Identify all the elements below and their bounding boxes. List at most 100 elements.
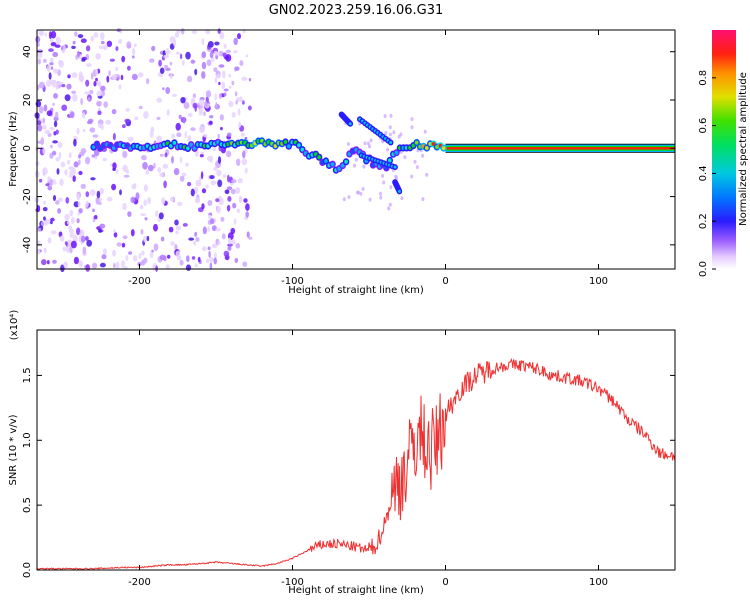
noise-speckle	[175, 51, 181, 55]
noise-speckle	[55, 111, 59, 119]
noise-speckle	[111, 183, 117, 191]
noise-speckle	[66, 221, 70, 225]
noise-speckle	[89, 189, 96, 196]
noise-speckle	[171, 156, 174, 164]
noise-speckle	[102, 157, 108, 162]
noise-speckle	[64, 241, 68, 246]
noise-speckle	[122, 150, 128, 158]
noise-speckle	[55, 82, 59, 90]
noise-speckle	[99, 187, 104, 195]
spectrogram-speckles	[34, 27, 429, 273]
noise-speckle	[43, 58, 47, 63]
noise-speckle	[81, 112, 86, 119]
noise-speckle	[388, 125, 392, 130]
noise-speckle	[111, 74, 118, 80]
noise-speckle	[42, 148, 46, 154]
noise-speckle	[201, 61, 207, 70]
noise-speckle	[161, 197, 166, 205]
noise-speckle	[98, 229, 103, 233]
noise-speckle	[194, 186, 199, 195]
noise-speckle	[140, 213, 146, 217]
noise-speckle	[216, 73, 221, 79]
spectrogram-ylabel: Frequency (Hz)	[8, 111, 19, 187]
noise-speckle	[236, 208, 241, 213]
noise-speckle	[218, 93, 222, 99]
noise-speckle	[163, 54, 170, 59]
noise-speckle	[227, 245, 232, 251]
noise-speckle	[125, 255, 129, 261]
noise-speckle	[413, 159, 417, 164]
ridge-blob-core	[394, 150, 399, 155]
noise-speckle	[155, 210, 159, 217]
noise-speckle	[85, 79, 90, 87]
noise-speckle	[187, 75, 193, 83]
ridge-blob-core	[324, 159, 328, 163]
noise-speckle	[38, 29, 44, 36]
noise-speckle	[85, 156, 91, 165]
noise-speckle	[113, 262, 116, 269]
noise-speckle	[206, 59, 212, 67]
noise-speckle	[57, 208, 61, 214]
noise-speckle	[101, 254, 107, 260]
noise-speckle	[194, 231, 198, 237]
noise-speckle	[48, 72, 52, 80]
noise-speckle	[242, 150, 246, 159]
noise-speckle	[186, 255, 190, 263]
noise-speckle	[149, 130, 154, 138]
noise-speckle	[209, 175, 215, 180]
noise-speckle	[44, 32, 47, 37]
colorbar-tick-label: 0.2	[698, 213, 709, 229]
noise-speckle	[233, 218, 237, 225]
noise-speckle	[218, 197, 224, 206]
noise-speckle	[112, 249, 116, 257]
noise-speckle	[85, 191, 90, 198]
noise-speckle	[362, 164, 366, 169]
noise-speckle	[223, 92, 227, 97]
noise-speckle	[237, 108, 241, 116]
noise-speckle	[199, 154, 204, 158]
noise-speckle	[73, 138, 77, 147]
noise-speckle	[52, 51, 59, 58]
noise-speckle	[147, 197, 152, 205]
noise-speckle	[50, 230, 57, 235]
noise-speckle	[42, 124, 47, 130]
spectrogram-xlabel: Height of straight line (km)	[288, 285, 424, 296]
noise-speckle	[149, 251, 154, 259]
noise-speckle	[366, 141, 370, 146]
noise-speckle	[102, 44, 108, 51]
noise-speckle	[71, 90, 76, 95]
noise-speckle	[46, 110, 53, 117]
noise-speckle	[228, 85, 232, 89]
noise-speckle	[182, 117, 186, 124]
noise-speckle	[217, 133, 220, 139]
noise-speckle	[118, 84, 122, 90]
noise-speckle	[238, 195, 243, 203]
noise-speckle	[194, 197, 201, 204]
noise-speckle	[410, 125, 414, 130]
noise-speckle	[97, 82, 102, 88]
noise-speckle	[201, 188, 207, 194]
noise-speckle	[179, 259, 184, 266]
noise-speckle	[49, 179, 53, 186]
noise-speckle	[421, 153, 425, 158]
noise-speckle	[42, 117, 46, 124]
noise-speckle	[60, 264, 65, 273]
noise-speckle	[176, 132, 182, 138]
snr-background	[37, 330, 675, 570]
ridge-blob-core	[300, 147, 305, 152]
noise-speckle	[175, 230, 179, 235]
noise-speckle	[64, 213, 70, 221]
x-tick-label: 100	[589, 577, 608, 588]
noise-speckle	[239, 60, 244, 67]
noise-speckle	[131, 183, 137, 190]
noise-speckle	[87, 97, 91, 101]
noise-speckle	[68, 166, 75, 171]
noise-speckle	[52, 181, 57, 185]
noise-speckle	[215, 227, 221, 232]
noise-speckle	[42, 207, 48, 212]
noise-speckle	[57, 197, 63, 202]
noise-speckle	[86, 120, 93, 125]
noise-speckle	[70, 216, 75, 224]
noise-speckle	[37, 140, 42, 144]
